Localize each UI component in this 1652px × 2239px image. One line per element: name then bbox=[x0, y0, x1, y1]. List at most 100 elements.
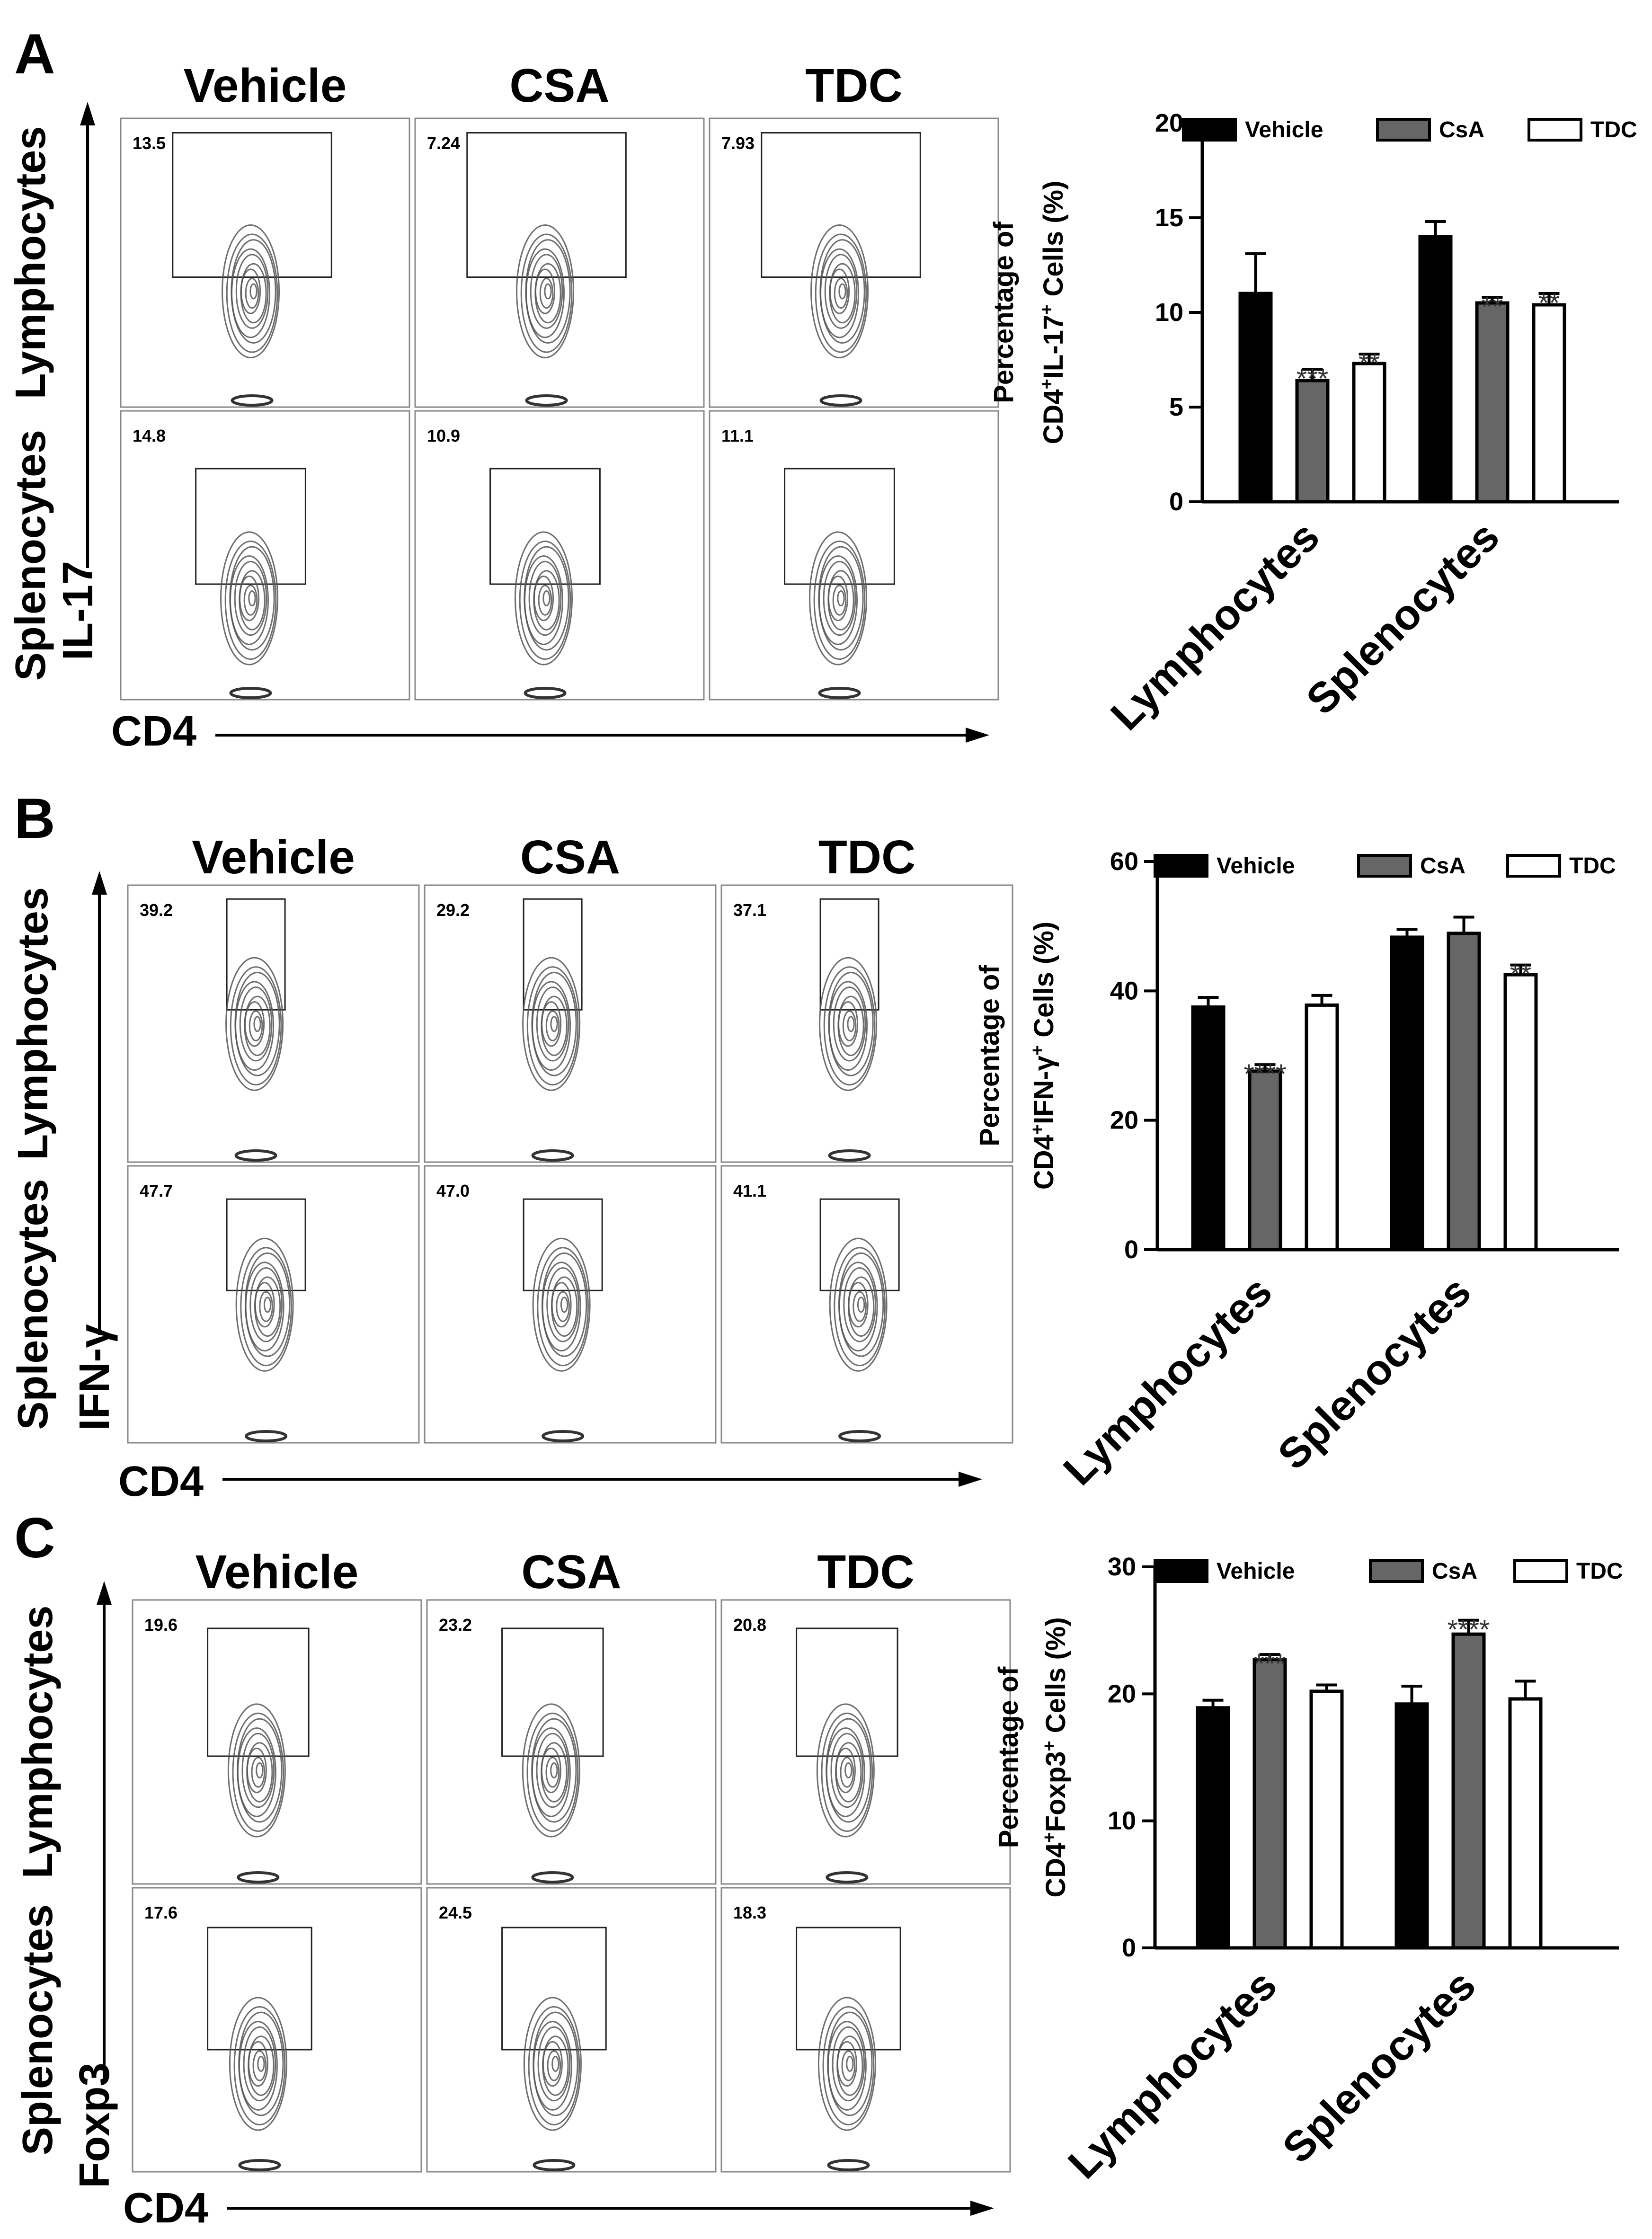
contour-line bbox=[248, 590, 256, 607]
bar bbox=[1238, 292, 1273, 504]
contour-line bbox=[827, 2021, 867, 2111]
y-axis-title-line2: CD4+Foxp3+ Cells (%) bbox=[1039, 1617, 1071, 1897]
legend-swatch bbox=[1506, 854, 1561, 878]
contour-line bbox=[533, 575, 554, 622]
column-header: Vehicle bbox=[192, 831, 355, 884]
legend-label: Vehicle bbox=[1217, 853, 1295, 879]
title-segment: Foxp3 bbox=[1040, 1751, 1071, 1832]
legend-swatch bbox=[1528, 118, 1582, 142]
bar bbox=[1451, 1632, 1486, 1950]
x-axis-marker: CD4 bbox=[123, 2185, 208, 2232]
bar bbox=[1196, 1706, 1230, 1950]
contour-baseline bbox=[531, 1871, 574, 1884]
contour-baseline bbox=[229, 687, 272, 699]
y-tick-label: 40 bbox=[1110, 977, 1138, 1005]
gate-box bbox=[207, 1927, 312, 2051]
bar bbox=[1503, 973, 1538, 1252]
contour-line bbox=[237, 1727, 276, 1817]
row-label: Splenocytes bbox=[14, 1904, 62, 2155]
contour-line bbox=[225, 957, 284, 1091]
flow-plot: 19.6 bbox=[132, 1599, 422, 1885]
contour-line bbox=[560, 1297, 568, 1313]
flow-panel-b: B Vehicle CSA TDC Lymphocytes 39.2 29.2 37.1 Spl… bbox=[9, 787, 1013, 1505]
flow-panel-c: C Vehicle CSA TDC Lymphocytes 19.6 23.2 20.8 Spl… bbox=[14, 1506, 1011, 2232]
contour-line bbox=[524, 555, 563, 645]
flow-plot: 7.93 bbox=[709, 117, 999, 408]
contour-line bbox=[528, 2006, 580, 2125]
contour-line bbox=[551, 1282, 572, 1328]
plot-frame bbox=[720, 1599, 1011, 1885]
title-segment: CD4 bbox=[1038, 389, 1069, 444]
y-tick-label: 10 bbox=[1108, 1807, 1136, 1835]
contour-line bbox=[547, 2050, 561, 2081]
contour-line bbox=[252, 2050, 267, 2081]
flow-plot: 13.5 bbox=[120, 117, 410, 408]
contour-line bbox=[241, 1733, 275, 1808]
contour-line bbox=[239, 986, 273, 1062]
contour-line bbox=[532, 981, 571, 1071]
column-header: Vehicle bbox=[195, 1546, 359, 1599]
contour-line bbox=[256, 1762, 264, 1779]
contour-line bbox=[834, 1247, 886, 1367]
category-label: Lymphocytes bbox=[1059, 1961, 1286, 2188]
contour-line bbox=[809, 531, 867, 666]
contour-line bbox=[238, 2021, 278, 2111]
contour-baseline bbox=[524, 687, 567, 699]
title-segment: Cells (%) bbox=[1040, 1617, 1071, 1741]
contour-line bbox=[550, 1016, 558, 1032]
flow-plot: 39.2 bbox=[127, 884, 420, 1163]
flow-plot: 7.24 bbox=[414, 117, 705, 408]
contour-line bbox=[838, 283, 846, 300]
legend-label: CsA bbox=[1432, 1559, 1477, 1584]
contour-line bbox=[830, 1733, 864, 1808]
gate-box bbox=[761, 132, 921, 278]
gate-percentage: 41.1 bbox=[733, 1181, 766, 1200]
gate-box bbox=[501, 1627, 604, 1757]
bar bbox=[1475, 301, 1510, 504]
contour-line bbox=[832, 585, 847, 616]
y-axis-arrowhead bbox=[80, 102, 95, 125]
title-segment: CD4 bbox=[1040, 1843, 1071, 1898]
legend-swatch bbox=[1182, 118, 1237, 142]
panel-letter: B bbox=[14, 787, 55, 850]
contour-line bbox=[857, 1297, 865, 1313]
bar bbox=[1532, 303, 1566, 504]
y-axis-arrowhead bbox=[97, 1581, 112, 1605]
contour-line bbox=[820, 248, 860, 338]
contour-line bbox=[829, 268, 850, 314]
category-label: Splenocytes bbox=[1274, 1961, 1485, 2172]
contour-line bbox=[816, 1703, 875, 1838]
category-label: Lymphocytes bbox=[1102, 513, 1329, 739]
category-label: Splenocytes bbox=[1297, 513, 1509, 724]
contour-line bbox=[240, 268, 261, 314]
contour-line bbox=[530, 254, 563, 329]
legend-swatch bbox=[1513, 1559, 1568, 1583]
contour-line bbox=[248, 2041, 268, 2087]
contour-line bbox=[231, 248, 271, 338]
flow-plot: 18.3 bbox=[720, 1887, 1011, 2173]
contour-baseline bbox=[542, 1430, 585, 1442]
column-header: TDC bbox=[818, 831, 916, 884]
significance-stars: ** bbox=[1510, 960, 1531, 990]
contour-line bbox=[556, 1291, 570, 1322]
gate-percentage: 10.9 bbox=[427, 426, 460, 445]
contour-baseline bbox=[238, 2159, 281, 2171]
superscript: + bbox=[1039, 1832, 1059, 1842]
gate-percentage: 47.0 bbox=[436, 1181, 470, 1200]
y-tick-label: 0 bbox=[1122, 1934, 1136, 1962]
contour-line bbox=[520, 233, 573, 353]
title-segment: CD4 bbox=[1029, 1135, 1059, 1190]
contour-line bbox=[853, 1291, 867, 1322]
legend-label: TDC bbox=[1590, 117, 1637, 142]
flow-plot: 11.1 bbox=[709, 410, 999, 701]
gate-box bbox=[784, 468, 895, 585]
row-label: Splenocytes bbox=[9, 1179, 57, 1430]
contour-line bbox=[515, 531, 573, 666]
bar bbox=[1252, 1658, 1287, 1950]
contour-line bbox=[843, 1267, 876, 1342]
y-axis-title-line1: Percentage of bbox=[993, 1666, 1024, 1848]
contour-line bbox=[817, 1997, 876, 2131]
